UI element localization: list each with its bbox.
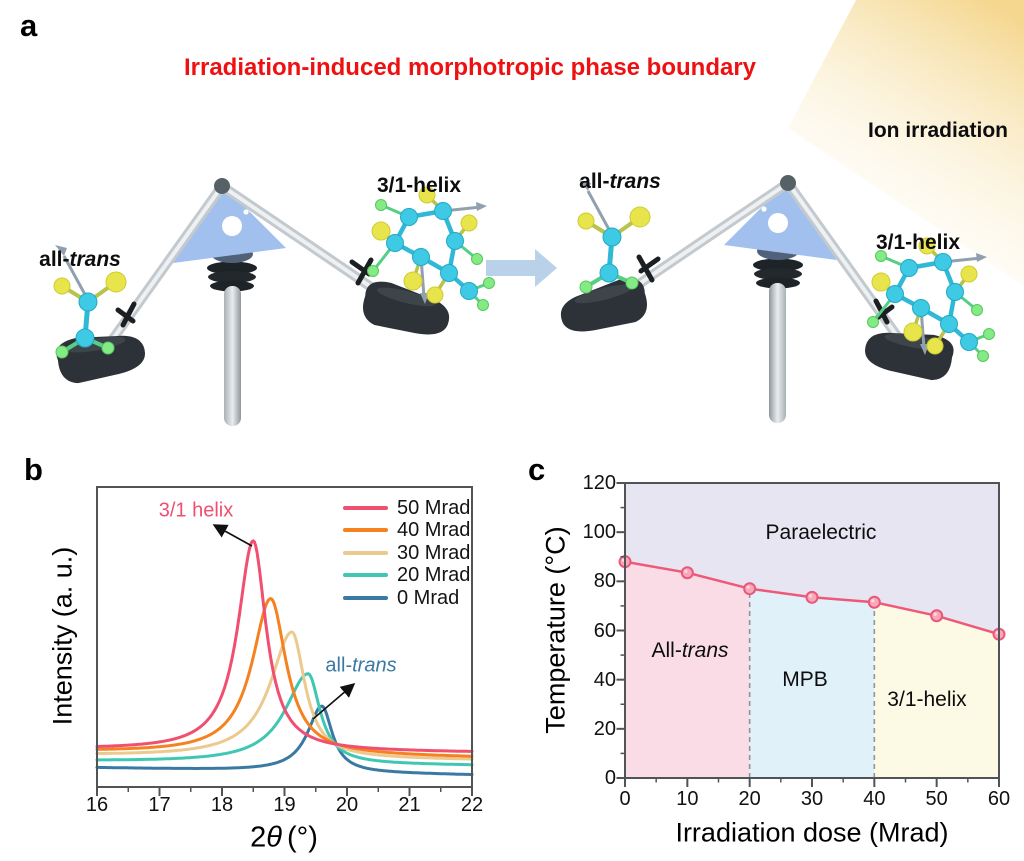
transition-arrow (486, 249, 557, 287)
tick-label: 20 (335, 794, 359, 816)
panel-a-illustration (0, 0, 1024, 445)
region-label-mpb: MPB (782, 668, 828, 691)
tick-label: 21 (398, 794, 421, 816)
x-title-prefix: 2 (250, 821, 267, 854)
label-all-trans-after: all-trans (579, 170, 661, 194)
xrd-curve-0-mrad (95, 704, 474, 776)
region-3-1-helix (874, 602, 999, 778)
annotation-text: all- (325, 654, 353, 677)
legend-label: 50 Mrad (397, 496, 471, 519)
marker-highlight (746, 585, 750, 589)
panel-b-letter: b (24, 452, 43, 487)
legend-swatch (343, 596, 388, 600)
legend-label: 0 Mrad (397, 586, 460, 609)
tick-label: 20 (593, 717, 616, 740)
xrd-y-axis-title: Intensity (a. u.) (47, 546, 78, 726)
marker-highlight (933, 612, 937, 616)
tick-label: 18 (210, 794, 234, 816)
xrd-plot-frame (96, 486, 473, 788)
region-text: All- (651, 639, 682, 662)
label-helix-after: 3/1-helix (875, 231, 961, 254)
data-point-marker (867, 595, 881, 609)
ion-irradiation-label: Ion irradiation (867, 119, 1009, 142)
all-trans-annotation-arrow (312, 682, 356, 720)
tick-label: 40 (863, 788, 886, 810)
xrd-curve-40-mrad (95, 597, 474, 758)
marker-highlight (684, 569, 688, 573)
legend-item-30mrad: 30 Mrad (343, 542, 470, 564)
tick-label: 0 (619, 788, 631, 810)
tick-label: 80 (593, 570, 616, 593)
phase-plot-frame (624, 482, 1000, 779)
region-label-helix: 3/1-helix (887, 688, 967, 711)
tick-label: 17 (148, 794, 171, 816)
panel-c-letter: c (528, 452, 546, 487)
tick-label: 60 (987, 788, 1011, 810)
tick-label: 20 (738, 788, 761, 810)
region-label-all-trans: All-trans (651, 639, 728, 663)
helix-annotation-arrow (212, 524, 253, 547)
tick-label: 50 (925, 788, 948, 810)
region-text-italic: trans (681, 639, 729, 662)
legend-swatch (343, 528, 388, 532)
xrd-curve-30-mrad (95, 630, 474, 761)
tick-label: 0 (604, 767, 616, 789)
region-label-paraelectric: Paraelectric (765, 521, 877, 544)
tick-label: 16 (85, 794, 109, 816)
label-text-italic: trans (609, 170, 661, 193)
xrd-x-axis-title: 2θ (°) (250, 822, 318, 855)
legend-label: 20 Mrad (397, 563, 471, 586)
label-text: all- (579, 170, 610, 193)
tick-label: 30 (800, 788, 824, 810)
xrd-curve-50-mrad (95, 539, 474, 753)
annotation-text-italic: trans (352, 654, 397, 677)
tick-label: 22 (460, 794, 484, 816)
legend-item-50mrad: 50 Mrad (343, 497, 470, 519)
marker-highlight (808, 594, 813, 598)
phase-x-axis-title: Irradiation dose (Mrad) (675, 817, 949, 848)
xrd-annotation-all-trans: all-trans (325, 655, 396, 678)
label-text: all- (39, 248, 70, 271)
legend-swatch (343, 551, 388, 555)
tick-label: 60 (593, 619, 616, 642)
legend-item-40mrad: 40 Mrad (343, 519, 470, 541)
ion-beam (788, 0, 1024, 286)
legend-swatch (343, 573, 388, 577)
data-point-marker (743, 582, 757, 596)
tick-label: 10 (676, 788, 699, 810)
marker-highlight (871, 599, 875, 603)
label-helix-before: 3/1-helix (376, 174, 462, 197)
x-title-unit: (°) (286, 821, 318, 854)
x-title-theta: θ (266, 821, 282, 854)
label-text-italic: trans (69, 248, 121, 271)
data-point-marker (805, 590, 819, 604)
tick-label: 120 (582, 472, 616, 494)
xrd-annotation-helix: 3/1 helix (158, 499, 234, 522)
legend-item-0mrad: 0 Mrad (343, 587, 459, 609)
region-all-trans (625, 561, 750, 778)
tick-label: 100 (582, 521, 616, 544)
legend-label: 40 Mrad (397, 518, 471, 541)
tick-label: 40 (593, 668, 616, 691)
legend-swatch (343, 506, 388, 510)
region-paraelectric (625, 483, 999, 635)
panel-a-letter: a (20, 8, 38, 43)
data-point-marker (930, 609, 944, 623)
tick-label: 19 (273, 794, 296, 816)
legend-label: 30 Mrad (397, 541, 471, 564)
label-all-trans-before: all-trans (39, 248, 121, 272)
region-mpb (749, 588, 875, 778)
legend-item-20mrad: 20 Mrad (343, 564, 470, 586)
panel-a-title: Irradiation-induced morphotropic phase b… (183, 54, 757, 81)
data-point-marker (680, 566, 694, 580)
